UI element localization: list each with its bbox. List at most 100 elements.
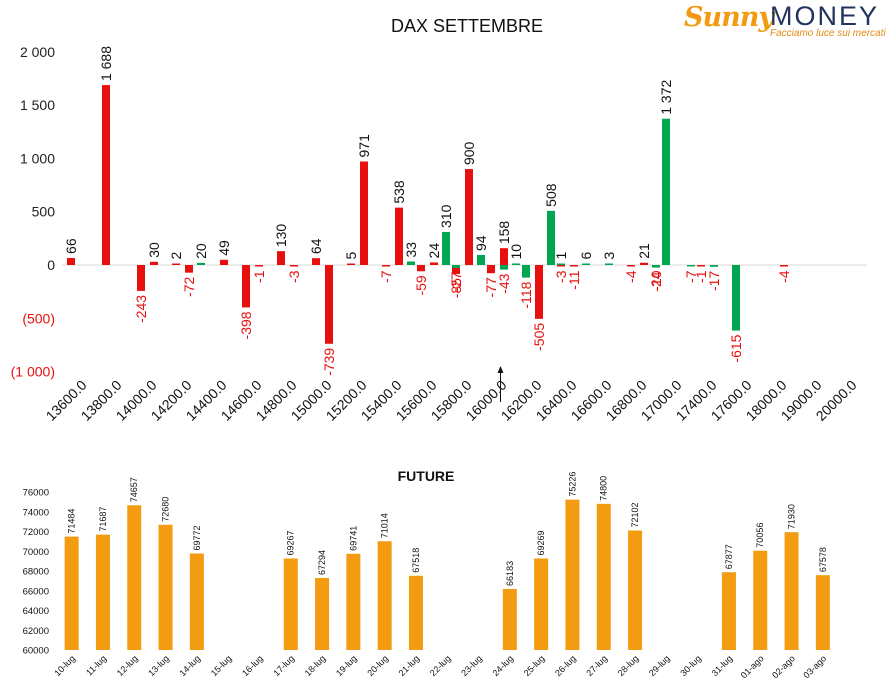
bar: [500, 248, 508, 265]
bar: [67, 257, 75, 265]
data-label: 1: [553, 252, 569, 260]
y-tick-label: (500): [22, 310, 55, 326]
chart-title: FUTURE: [398, 468, 455, 484]
x-tick-label: 02-ago: [770, 653, 797, 680]
data-label: 1 688: [98, 46, 114, 81]
sunny-money-logo: Sunny MONEY Facciamo luce sui mercati: [684, 1, 890, 42]
data-label: 49: [216, 240, 232, 256]
bar: [242, 265, 250, 308]
bar: [582, 263, 590, 265]
data-label: -7: [378, 270, 394, 283]
bar: [721, 572, 736, 650]
data-label: 10: [508, 244, 524, 260]
data-label: 71687: [98, 507, 108, 532]
bar: [652, 265, 660, 268]
x-tick-label: 25-lug: [522, 653, 547, 678]
data-label: -17: [706, 271, 722, 291]
x-tick-label: 11-lug: [84, 653, 108, 677]
bar: [640, 262, 648, 265]
bar: [535, 265, 543, 319]
bar: [360, 161, 368, 265]
data-label: 20: [193, 243, 209, 259]
data-label: 71014: [380, 513, 390, 538]
y-tick-label: 1 000: [20, 150, 55, 166]
data-label: -77: [483, 277, 499, 297]
bar: [452, 265, 460, 275]
bar: [150, 261, 158, 265]
data-label: 538: [391, 180, 407, 204]
x-tick-label: 13-lug: [146, 653, 171, 678]
data-label: 69772: [192, 525, 202, 550]
bar: [220, 259, 228, 265]
data-label: 72102: [630, 502, 640, 527]
y-tick-label: 76000: [23, 488, 49, 499]
y-tick-label: 64000: [23, 606, 49, 617]
x-tick-label: 15-lug: [209, 653, 234, 678]
x-tick-label: 12-lug: [115, 653, 140, 678]
x-tick-label: 21-lug: [397, 653, 422, 678]
bar: [605, 263, 613, 265]
data-label: 6: [578, 252, 594, 260]
bar: [662, 118, 670, 265]
bar: [697, 265, 705, 267]
bar: [382, 265, 390, 267]
data-label: -1: [251, 270, 267, 283]
bar: [502, 588, 517, 650]
y-tick-label: 68000: [23, 567, 49, 578]
x-tick-label: 23-lug: [459, 653, 484, 678]
bar: [377, 541, 392, 650]
bar: [95, 534, 110, 650]
bar: [127, 505, 142, 650]
bar: [710, 265, 718, 267]
x-tick-label: 24-lug: [490, 653, 515, 678]
data-label: -11: [566, 270, 582, 289]
future-chart: FUTURE 60000 62000 64000 66000 68000 70000 7200…: [23, 468, 830, 680]
data-label: 74800: [599, 476, 609, 501]
data-label: 310: [438, 204, 454, 228]
bar: [346, 553, 361, 650]
bar: [395, 207, 403, 265]
data-label: 5: [343, 252, 359, 260]
y-tick-label: 72000: [23, 527, 49, 538]
chart-title: DAX SETTEMBRE: [391, 16, 543, 36]
bar: [477, 254, 485, 265]
bar: [534, 558, 549, 650]
data-label: 67518: [411, 548, 421, 573]
data-label: -3: [553, 270, 569, 283]
x-tick-label: 29-lug: [647, 653, 672, 678]
data-label: -243: [133, 295, 149, 323]
bar: [189, 553, 204, 650]
bar: [312, 258, 320, 265]
y-tick-label: 70000: [23, 547, 49, 558]
data-label: 2: [168, 252, 184, 260]
y-tick-label: 74000: [23, 507, 49, 518]
bar: [627, 265, 635, 267]
bar: [325, 265, 333, 344]
data-label: 69741: [348, 526, 358, 551]
bar: [753, 550, 768, 650]
bar: [628, 530, 643, 650]
data-label: -3: [286, 270, 302, 283]
bar: [784, 532, 799, 650]
data-label: 66183: [505, 561, 515, 586]
bar: [137, 265, 145, 291]
y-tick-label: 60000: [23, 646, 49, 657]
x-tick-label: 19-lug: [334, 653, 359, 678]
bar: [277, 251, 285, 265]
x-tick-label: 27-lug: [584, 653, 609, 678]
y-tick-label: 1 500: [20, 97, 55, 113]
bar: [197, 262, 205, 265]
data-label: -43: [496, 273, 512, 293]
bar: [732, 265, 740, 331]
data-label: -7: [683, 270, 699, 283]
x-tick-label: 31-lug: [710, 653, 735, 678]
bar: [417, 265, 425, 272]
data-label: 900: [461, 141, 477, 165]
bar: [547, 210, 555, 265]
data-label: 66: [63, 238, 79, 254]
data-label: 70056: [755, 523, 765, 548]
data-label: -4: [623, 270, 639, 283]
data-label: 71930: [787, 504, 797, 529]
data-label: 71484: [67, 509, 77, 534]
dax-settembre-chart: DAX SETTEMBRE 2 000 1 500 1 000 500 0 (500) (1 …: [11, 16, 867, 424]
